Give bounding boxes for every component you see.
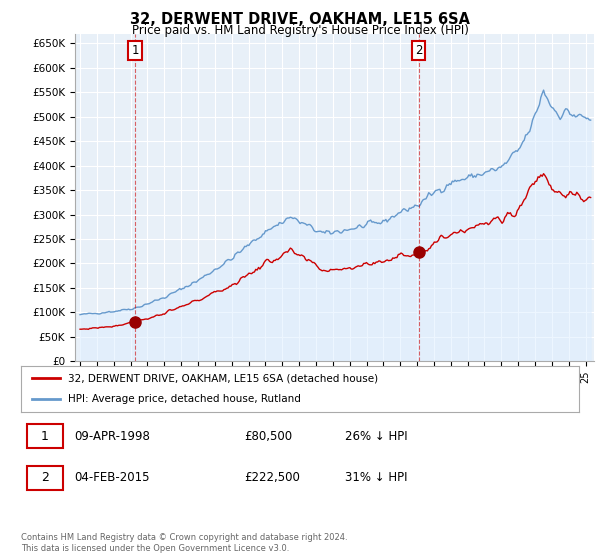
Text: 1: 1 bbox=[41, 430, 49, 442]
Text: 31% ↓ HPI: 31% ↓ HPI bbox=[344, 471, 407, 484]
Text: £222,500: £222,500 bbox=[244, 471, 300, 484]
Text: 1: 1 bbox=[131, 44, 139, 57]
Text: £80,500: £80,500 bbox=[244, 430, 292, 442]
FancyBboxPatch shape bbox=[26, 466, 63, 489]
Text: 26% ↓ HPI: 26% ↓ HPI bbox=[344, 430, 407, 442]
Text: Contains HM Land Registry data © Crown copyright and database right 2024.
This d: Contains HM Land Registry data © Crown c… bbox=[21, 533, 347, 553]
Text: Price paid vs. HM Land Registry's House Price Index (HPI): Price paid vs. HM Land Registry's House … bbox=[131, 24, 469, 37]
Text: 2: 2 bbox=[41, 471, 49, 484]
Text: HPI: Average price, detached house, Rutland: HPI: Average price, detached house, Rutl… bbox=[68, 394, 301, 404]
Text: 2: 2 bbox=[415, 44, 422, 57]
Text: 09-APR-1998: 09-APR-1998 bbox=[74, 430, 150, 442]
Text: 32, DERWENT DRIVE, OAKHAM, LE15 6SA: 32, DERWENT DRIVE, OAKHAM, LE15 6SA bbox=[130, 12, 470, 27]
FancyBboxPatch shape bbox=[26, 424, 63, 448]
Text: 04-FEB-2015: 04-FEB-2015 bbox=[74, 471, 149, 484]
Text: 32, DERWENT DRIVE, OAKHAM, LE15 6SA (detached house): 32, DERWENT DRIVE, OAKHAM, LE15 6SA (det… bbox=[68, 373, 379, 383]
